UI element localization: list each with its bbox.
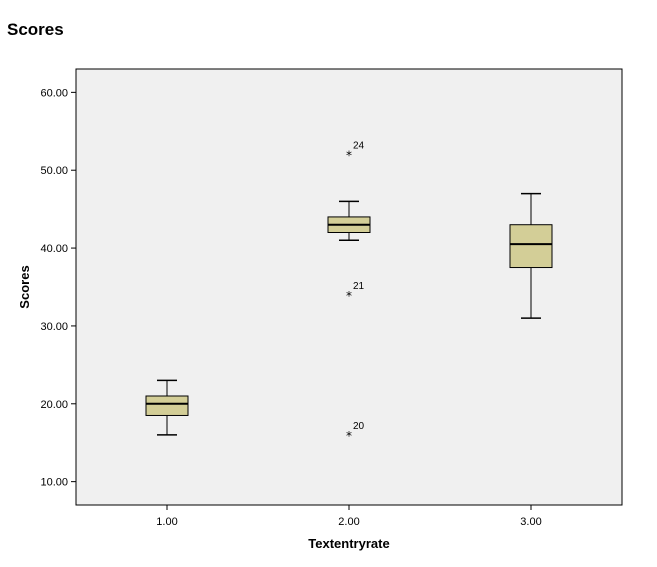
box-rect (145, 395, 189, 416)
y-tick-label: 20.00 (40, 399, 68, 411)
boxes: *24*21*20 (145, 141, 553, 443)
y-tick-label: 60.00 (40, 87, 68, 99)
outlier-marker: * (346, 289, 352, 303)
x-tick-label: 2.00 (338, 516, 359, 528)
outlier-marker: * (346, 149, 352, 163)
y-tick-label: 40.00 (40, 243, 68, 255)
outlier-marker: * (346, 429, 352, 443)
y-axis-label: Scores (17, 265, 32, 308)
x-axis-label: Textentryrate (308, 536, 389, 551)
box-group: *24*21*20 (327, 141, 371, 443)
x-tick-label: 3.00 (520, 516, 541, 528)
outlier-label: 24 (353, 141, 365, 152)
y-axis: 10.00 20.00 30.00 40.00 50.00 60.00 (40, 87, 76, 489)
box-group (145, 379, 189, 436)
y-tick-label: 50.00 (40, 165, 68, 177)
box-rect (509, 224, 553, 269)
chart-title: Scores (7, 20, 64, 39)
y-tick-label: 10.00 (40, 477, 68, 489)
y-tick-label: 30.00 (40, 321, 68, 333)
outlier-label: 20 (353, 421, 365, 432)
outlier-label: 21 (353, 281, 365, 292)
box-group (509, 192, 553, 319)
x-tick-label: 1.00 (156, 516, 177, 528)
x-axis: 1.00 2.00 3.00 (156, 505, 542, 528)
